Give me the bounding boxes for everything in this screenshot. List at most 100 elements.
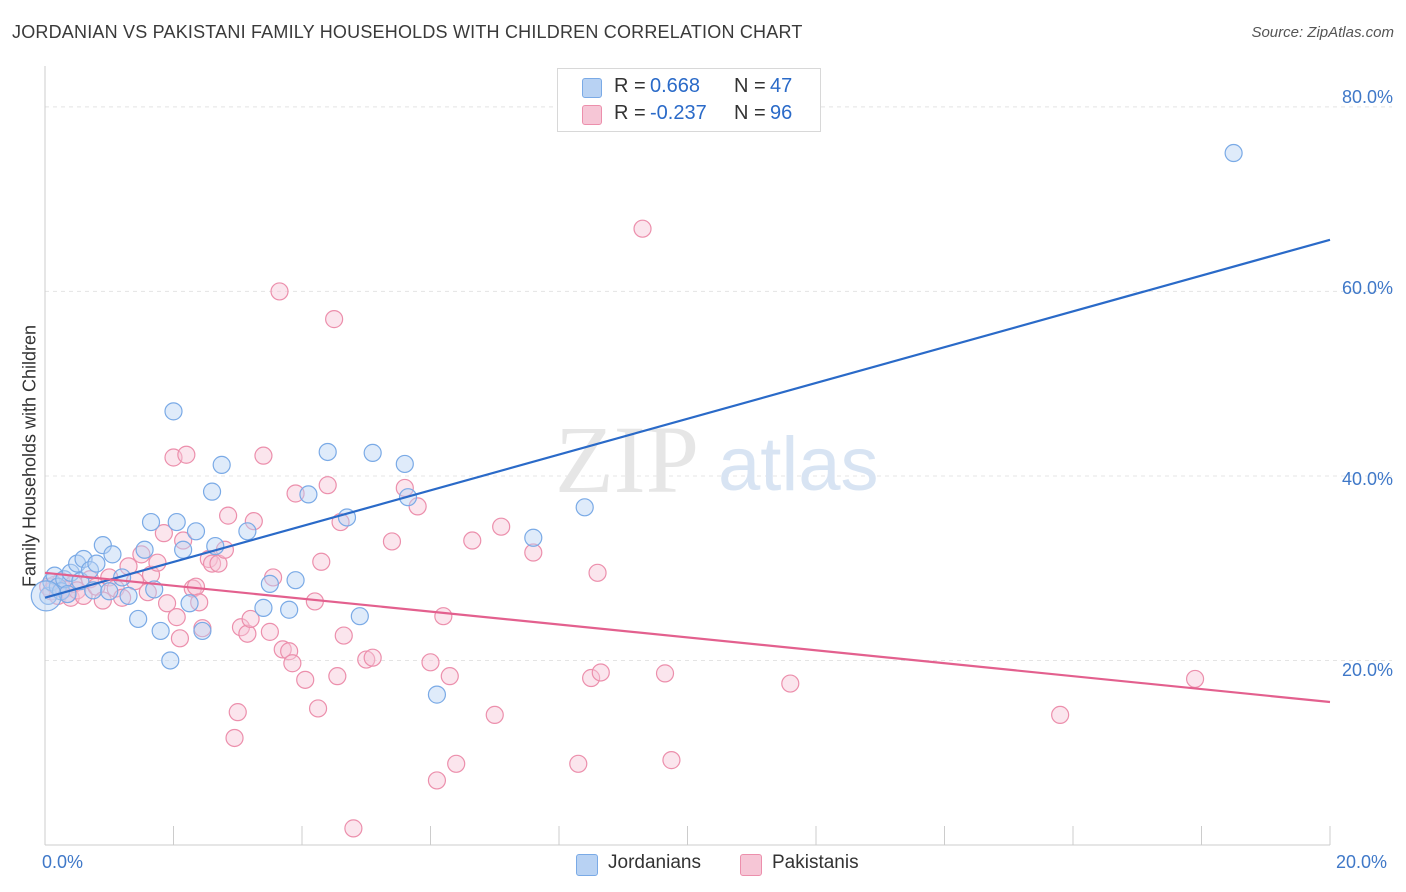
pakistani-point [202,554,222,573]
x-tick-label: 0.0% [42,852,84,872]
pakistani-point [283,654,302,673]
jordanian-point [350,607,369,626]
pakistani-point [312,552,331,571]
jordanian-point [161,651,180,670]
pakistani-point [334,626,353,645]
pakistani-point [1185,669,1205,689]
jordanian-trend-line [44,238,1331,599]
pakistani-point [325,310,344,329]
jordanian-point [129,609,148,629]
source-label: Source: ZipAtlas.com [1251,24,1394,41]
series-legend: Jordanians Pakistanis [576,852,876,876]
pakistani-point [177,445,196,464]
pakistani-point [588,563,607,582]
pakistani-point [260,622,279,641]
pakistani-point [241,609,260,629]
pakistani-point [421,653,440,672]
jordanian-point [93,536,112,555]
pakistani-point [591,663,610,682]
legend-n-label: N = [734,102,766,124]
jordanian-point [174,540,193,559]
pakistani-point [154,524,173,543]
pakistani-point [655,664,675,683]
pakistani-point [363,648,382,667]
watermark-atlas: atlas [718,422,879,507]
jordanian-point [164,402,183,421]
jordanian-point [427,685,447,704]
jordanian-point [151,621,170,641]
pakistani-point [280,642,299,661]
pakistani-point [447,754,466,773]
pakistani-point [286,484,305,503]
watermark-zip: ZIP [555,406,699,513]
pakistani-point [273,640,292,659]
jordanian-point [1224,143,1243,163]
legend-n-value: 47 [770,75,793,97]
pakistani-point [463,531,482,550]
legend-swatch-jordanians [582,78,602,98]
jordanian-point [299,485,318,504]
jordanian-point [186,522,206,541]
pakistani-point [244,512,263,531]
pakistani-point [633,219,652,238]
pakistani-point [781,674,800,693]
pakistani-point [328,667,347,686]
trend-lines [44,238,1331,704]
legend-row-pakistanis: R = -0.237 N = 96 [558,100,820,128]
pakistani-point [190,593,209,612]
pakistani-point [569,754,588,773]
y-tick-label: 60.0% [1341,278,1393,298]
pakistani-point [170,629,190,648]
pakistani-point [225,728,244,748]
jordanian-point [260,574,279,593]
legend-swatch-pakistanis [740,854,762,876]
pakistani-trend-line [44,571,1331,704]
chart-title: JORDANIAN VS PAKISTANI FAMILY HOUSEHOLDS… [12,22,803,42]
pakistani-point [238,624,257,643]
jordanian-point [202,482,222,501]
pakistani-point [219,506,238,525]
pakistani-point [254,446,273,465]
y-tick-label: 80.0% [1341,87,1393,107]
pakistani-point [318,476,337,495]
pakistani-point [434,607,453,626]
pakistani-point [270,282,289,301]
jordanian-point [254,598,273,617]
legend-n-label: N = [734,75,766,97]
jordanian-point [280,600,299,619]
jordanian-point [180,594,199,613]
jordanian-point [206,536,225,556]
y-tick-label: 40.0% [1341,469,1393,489]
pakistani-points [39,219,1205,838]
jordanian-point [524,528,543,547]
grid-lines [45,106,1392,661]
pakistani-point [331,512,350,532]
x-tick-label: 20.0% [1336,852,1388,872]
pakistani-point [308,699,328,718]
jordanian-point [135,540,154,559]
jordanian-point [363,443,382,462]
pakistani-point [582,668,601,688]
jordanian-point [318,442,337,462]
jordanian-point [119,586,138,605]
jordanian-point [395,454,414,474]
jordanian-point [193,621,212,641]
jordanian-point [238,522,257,541]
pakistani-point [408,497,427,516]
pakistani-point [492,517,511,536]
pakistani-point [167,608,186,627]
legend-swatch-jordanians [576,854,598,876]
jordanian-point [80,560,100,580]
jordanian-point [212,455,231,474]
pakistani-point [427,771,447,790]
y-tick-label: 20.0% [1341,660,1393,680]
legend-r-value: -0.237 [650,102,707,124]
legend-label-jordanians: Jordanians [608,852,701,873]
correlation-legend: R = 0.668 N = 47 R = -0.237 N = 96 [557,68,821,132]
jordanian-point [286,571,305,590]
pakistani-point [440,667,459,686]
pakistani-point [228,703,247,722]
jordanian-point [103,545,122,564]
legend-r-label: R = [614,75,646,97]
